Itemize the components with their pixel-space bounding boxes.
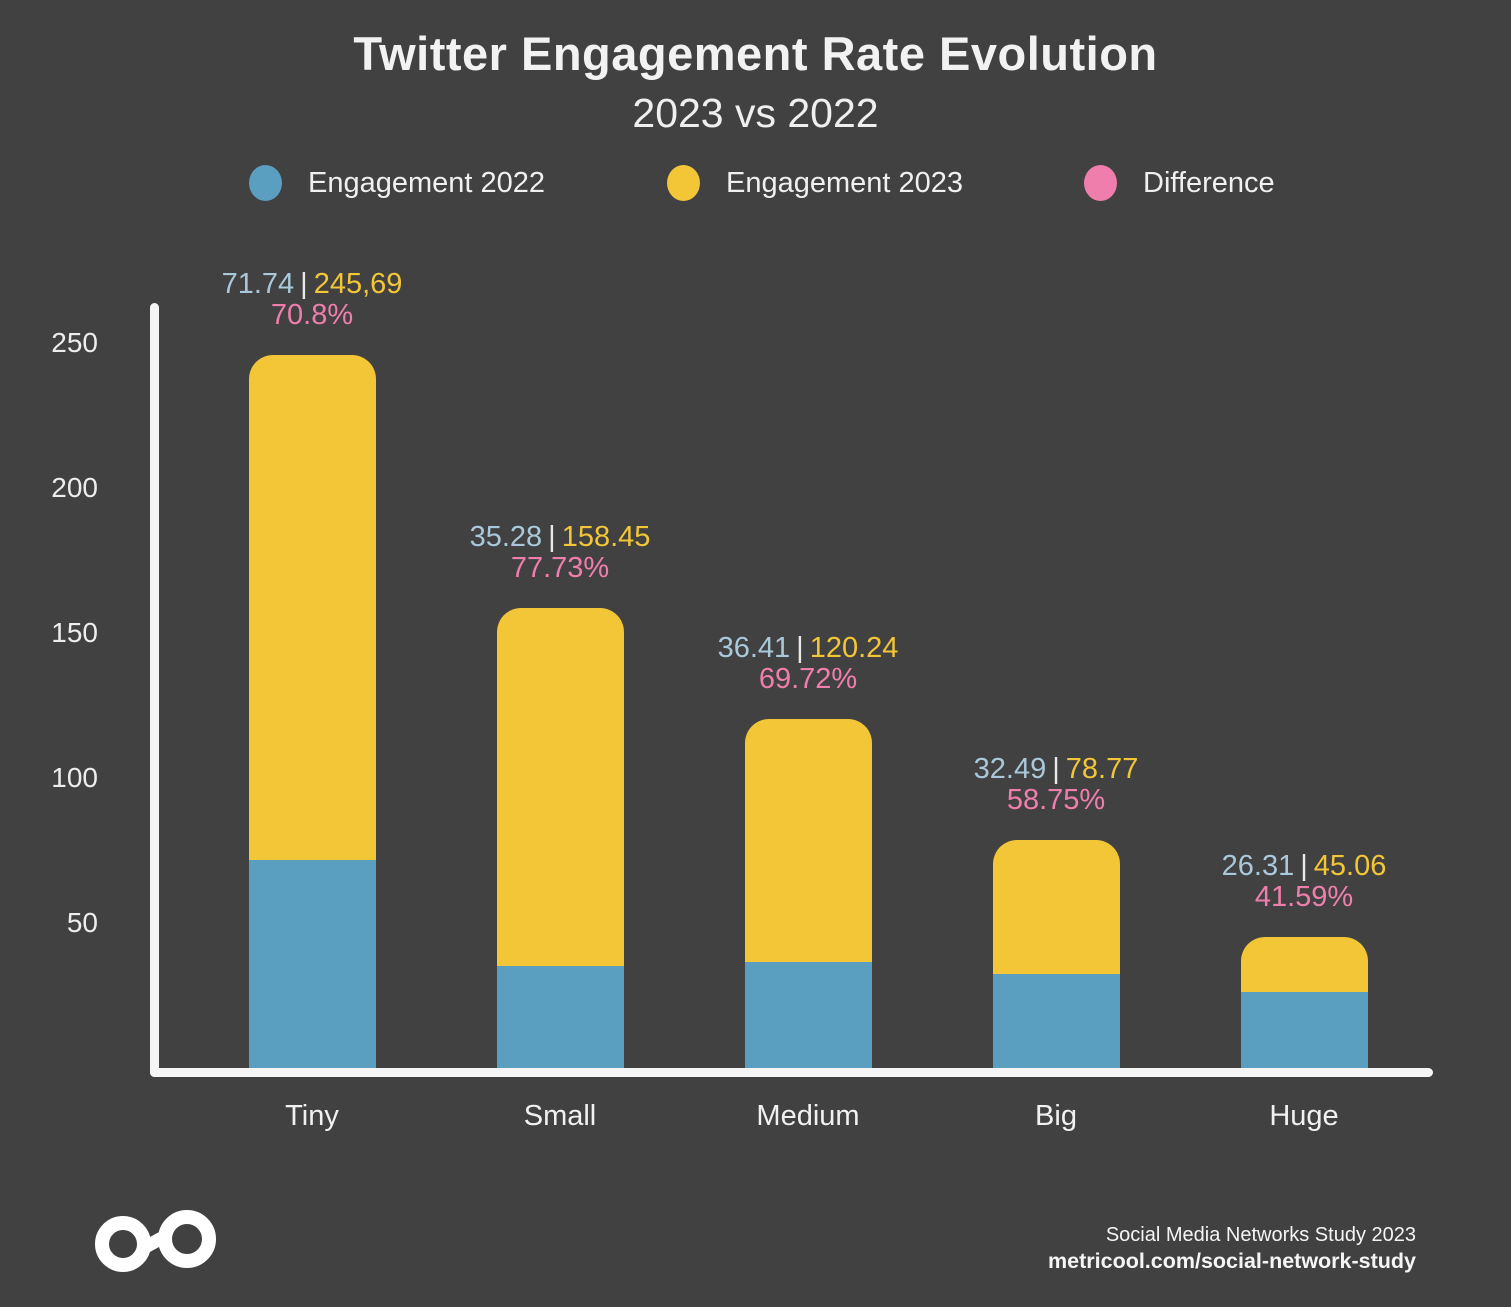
category-label-big: Big: [1035, 1100, 1077, 1132]
y-axis-tick-250: 250: [51, 327, 98, 358]
difference-percent-text: 77.73%: [510, 552, 610, 585]
bar-values-line: 26.31 | 45.06: [1134, 851, 1474, 882]
bar-2022-big: [992, 973, 1120, 1068]
bar-2022-medium: [744, 962, 872, 1068]
bar-value-label-medium: 36.41 | 120.24 69.72%: [638, 633, 978, 695]
value-separator: |: [1052, 752, 1060, 785]
value-2022-text: 26.31: [1221, 850, 1295, 883]
bar-2022-tiny: [248, 859, 376, 1068]
difference-percent-text: 69.72%: [758, 663, 858, 696]
y-axis-tick-50: 50: [66, 907, 98, 938]
bar-values-line: 35.28 | 158.45: [390, 522, 730, 553]
y-axis-tick-200: 200: [51, 472, 98, 503]
value-2022-text: 35.28: [469, 521, 543, 554]
bar-value-label-tiny: 71.74 | 245,69 70.8%: [142, 269, 482, 331]
y-axis-line: [150, 303, 159, 1077]
bar-2022-huge: [1240, 991, 1368, 1068]
footer-url: metricool.com/social-network-study: [1048, 1249, 1416, 1273]
y-axis-tick-100: 100: [51, 762, 98, 793]
legend-label-2023: Engagement 2023: [726, 166, 964, 199]
legend-item-engagement-2022: Engagement 2022: [249, 162, 545, 204]
value-2023-text: 120.24: [809, 632, 899, 665]
category-label-tiny: Tiny: [285, 1100, 339, 1132]
difference-percent-text: 58.75%: [1006, 783, 1106, 816]
bar-value-label-huge: 26.31 | 45.06 41.59%: [1134, 851, 1474, 913]
bar-value-label-small: 35.28 | 158.45 77.73%: [390, 522, 730, 584]
bar-values-line: 71.74 | 245,69: [142, 269, 482, 300]
chart-title: Twitter Engagement Rate Evolution: [353, 27, 1158, 80]
bar-values-line: 36.41 | 120.24: [638, 633, 978, 664]
chart-subtitle: 2023 vs 2022: [632, 90, 879, 136]
legend-label-difference: Difference: [1143, 166, 1275, 199]
footer-study-title: Social Media Networks Study 2023: [1105, 1224, 1416, 1246]
value-separator: |: [796, 632, 804, 665]
value-separator: |: [300, 268, 308, 301]
bar-value-label-big: 32.49 | 78.77 58.75%: [886, 752, 1226, 816]
value-2023-text: 45.06: [1313, 850, 1387, 883]
value-separator: |: [1300, 850, 1308, 883]
value-separator: |: [548, 521, 556, 554]
difference-percent-text: 41.59%: [1254, 881, 1354, 914]
value-2022-text: 36.41: [717, 632, 791, 665]
y-axis-tick-150: 150: [51, 617, 98, 648]
difference-percent-text: 70.8%: [270, 299, 354, 332]
legend-label-2022: Engagement 2022: [308, 166, 546, 199]
legend-item-difference: Difference: [1084, 162, 1275, 204]
x-axis-line: [150, 1068, 1433, 1077]
value-2022-text: 71.74: [221, 268, 295, 301]
bar-values-line: 32.49 | 78.77: [886, 752, 1226, 785]
category-label-medium: Medium: [756, 1100, 860, 1132]
footer: Social Media Networks Study 2023 metrico…: [1048, 1222, 1416, 1274]
category-label-small: Small: [523, 1100, 597, 1132]
value-2023-text: 158.45: [561, 521, 651, 554]
legend-item-engagement-2023: Engagement 2023: [667, 162, 963, 204]
value-2023-text: 78.77: [1065, 752, 1139, 785]
category-label-huge: Huge: [1269, 1100, 1339, 1132]
legend-dot-2022-icon: [249, 165, 282, 201]
value-2022-text: 32.49: [973, 752, 1047, 785]
legend-dot-difference-icon: [1084, 165, 1117, 201]
metricool-logo: [95, 1210, 216, 1272]
bar-2022-small: [496, 965, 624, 1068]
value-2023-text: 245,69: [313, 268, 403, 301]
legend-dot-2023-icon: [667, 165, 700, 201]
